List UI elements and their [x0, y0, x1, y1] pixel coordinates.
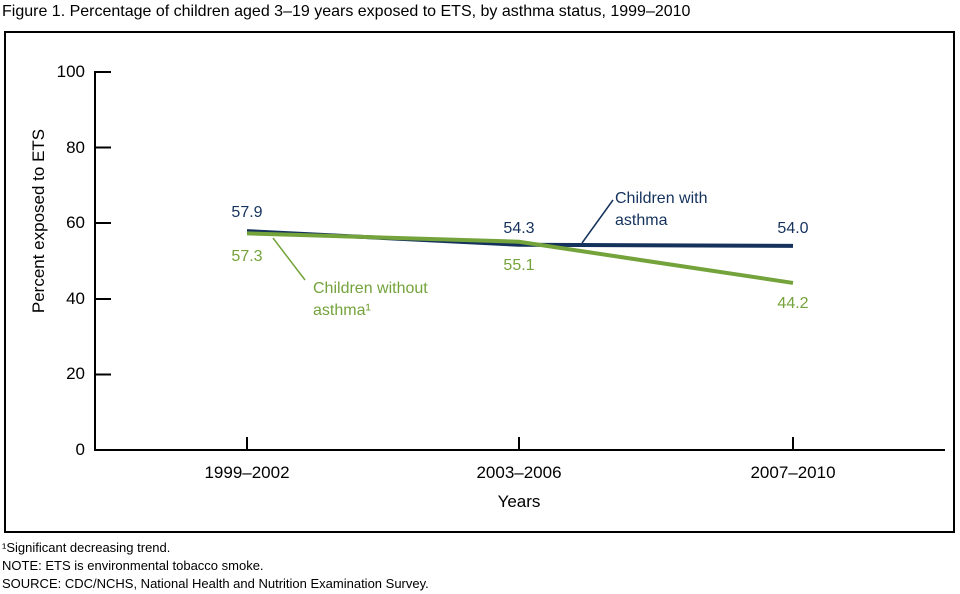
- y-tick-label-20: 20: [66, 364, 85, 384]
- value-label-with-asthma-2007-2010: 54.0: [777, 220, 809, 237]
- y-tick-label-0: 0: [75, 440, 85, 459]
- value-label-with-asthma-1999-2002: 57.9: [231, 204, 263, 221]
- footnote-note: NOTE: ETS is environmental tobacco smoke…: [2, 558, 264, 573]
- x-tick-label-2: 2007–2010: [750, 463, 836, 482]
- series-line-1: [246, 231, 794, 285]
- x-tick-label-0: 1999–2002: [204, 463, 290, 482]
- x-axis-title: Years: [497, 492, 541, 511]
- footnotes: ¹Significant decreasing trend. NOTE: ETS…: [2, 539, 429, 593]
- value-label-without-asthma-1999-2002: 57.3: [231, 248, 263, 265]
- value-label-with-asthma-2003-2006: 54.3: [503, 220, 535, 237]
- value-label-without-asthma-2003-2006: 55.1: [503, 257, 535, 274]
- y-tick-label-100: 100: [56, 62, 85, 81]
- y-tick-label-40: 40: [66, 288, 85, 308]
- series-label-with-asthma: Children with asthma: [615, 190, 708, 229]
- y-tick-label-60: 60: [66, 213, 85, 233]
- series-label-without-asthma: Children without asthma¹: [313, 280, 428, 319]
- footnote-source: SOURCE: CDC/NCHS, National Health and Nu…: [2, 576, 429, 591]
- leader-line-without-asthma: [272, 237, 306, 281]
- footnote-significance: ¹Significant decreasing trend.: [2, 540, 171, 555]
- leader-line-with-asthma: [581, 199, 614, 244]
- y-tick-label-80: 80: [66, 137, 85, 157]
- figure-title: Figure 1. Percentage of children aged 3–…: [2, 3, 691, 20]
- x-tick-label-1: 2003–2006: [476, 463, 562, 482]
- value-label-without-asthma-2007-2010: 44.2: [777, 295, 809, 312]
